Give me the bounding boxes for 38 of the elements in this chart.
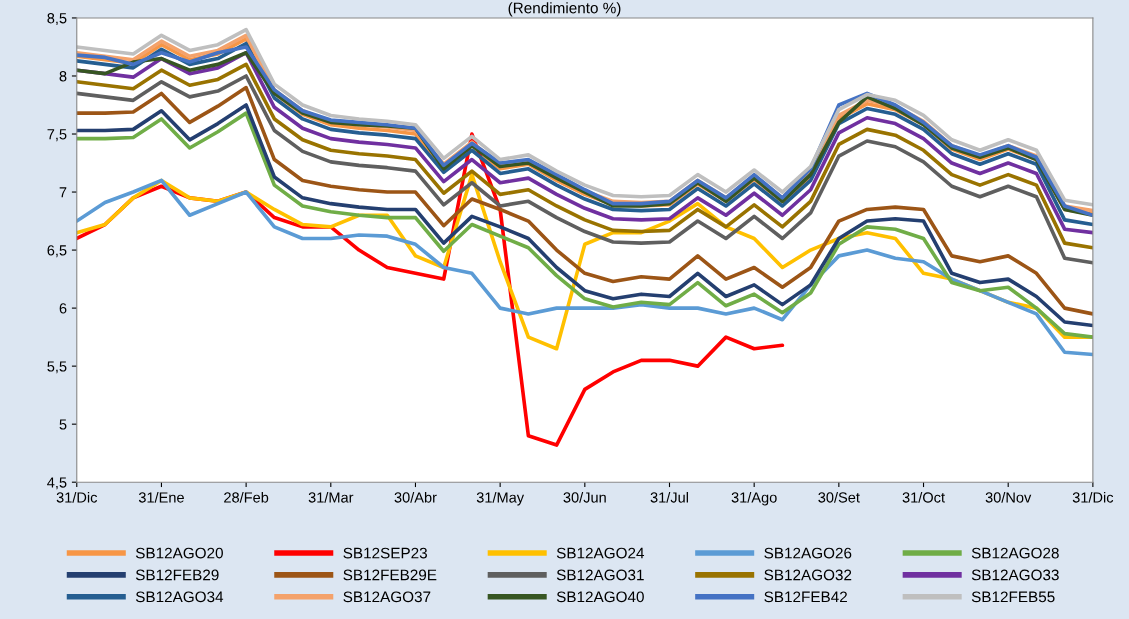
y-tick-label: 8,5 [47, 13, 67, 26]
x-tick-label: 31/Ago [731, 491, 777, 506]
legend-label: SB12AGO34 [135, 591, 224, 603]
x-tick-label: 30/Nov [985, 491, 1032, 503]
x-tick-label: 31/Jul [650, 491, 688, 503]
x-tick-label: 30/Set [818, 491, 860, 503]
legend-label: SB12AGO33 [971, 569, 1059, 581]
x-tick-label: 31/Dic [56, 491, 98, 503]
x-tick-label: 30/Jun [563, 491, 606, 503]
legend-label: SB12AGO37 [343, 591, 431, 603]
legend-label: SB12AGO31 [556, 569, 644, 581]
legend-label: SB12FEB42 [764, 591, 847, 603]
x-tick-label: 31/Oct [902, 491, 945, 503]
x-tick-label: 28/Feb [224, 491, 269, 503]
x-tick-label: 31/Dic [1072, 491, 1114, 503]
legend-label: SB12FEB29 [135, 569, 219, 581]
y-tick-label: 6 [59, 303, 67, 314]
y-tick-label: 7,5 [47, 129, 67, 142]
legend-label: SB12AGO28 [971, 547, 1059, 559]
x-tick-label: 30/Abr [394, 491, 437, 503]
legend-label: SB12AGO24 [556, 547, 645, 559]
y-tick-label: 6,5 [47, 245, 67, 258]
legend-label: SB12FEB29E [343, 569, 437, 581]
y-tick-label: 5,5 [47, 361, 67, 374]
y-tick-label: 8 [59, 71, 67, 82]
chart-title: (Rendimiento %) [508, 2, 621, 17]
x-tick-label: 31/Ene [138, 491, 184, 503]
y-tick-label: 7 [59, 187, 67, 198]
legend-label: SB12FEB55 [971, 591, 1055, 603]
legend-label: SB12SEP23 [343, 547, 427, 559]
x-tick-label: 31/Mar [308, 491, 354, 503]
legend-label: SB12AGO40 [556, 591, 644, 603]
y-tick-label: 4,5 [47, 477, 67, 490]
y-tick-label: 5 [59, 419, 67, 430]
x-tick-label: 31/May [476, 491, 525, 506]
legend-label: SB12AGO20 [135, 547, 223, 559]
legend-label: SB12AGO32 [764, 569, 852, 581]
legend-label: SB12AGO26 [764, 547, 852, 559]
